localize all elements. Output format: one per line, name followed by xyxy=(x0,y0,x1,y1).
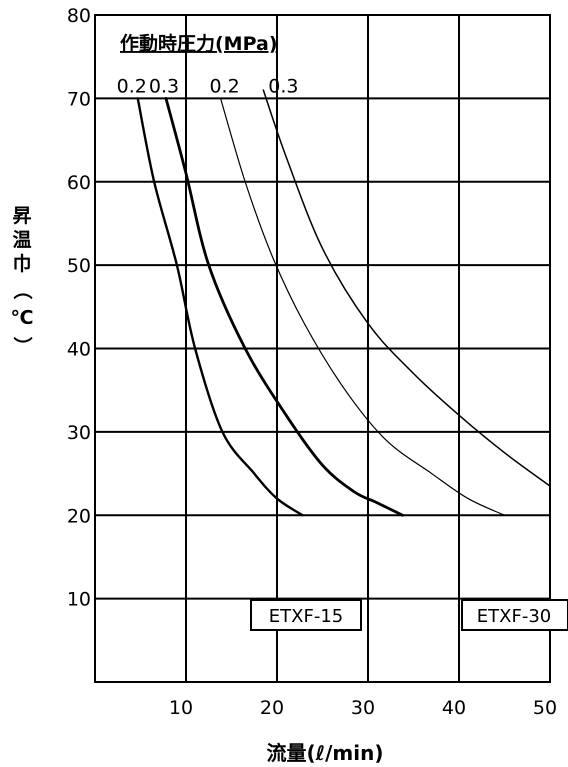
x-tick-label: 20 xyxy=(260,697,284,719)
y-tick-label: 40 xyxy=(67,339,91,361)
y-axis-label-char: 昇 xyxy=(12,205,31,227)
y-tick-label: 80 xyxy=(67,5,91,27)
x-tick-label: 40 xyxy=(442,697,466,719)
x-tick-label: 10 xyxy=(169,697,193,719)
x-tick-label: 50 xyxy=(533,697,557,719)
y-tick-label: 60 xyxy=(67,172,91,194)
y-tick-label: 20 xyxy=(67,505,91,527)
annotation-etxf30-label: ETXF-30 xyxy=(477,606,551,627)
series-group xyxy=(136,89,551,517)
y-tick-label: 50 xyxy=(67,255,91,277)
y-tick-label: 70 xyxy=(67,88,91,110)
x-tick-label: 30 xyxy=(351,697,375,719)
grid xyxy=(94,14,551,683)
series-line xyxy=(219,97,506,516)
series-line xyxy=(164,96,404,517)
y-axis-label-char: 巾 xyxy=(12,252,31,275)
pressure-header: 作動時圧力(MPa) xyxy=(120,32,278,55)
y-axis-label-char: 温 xyxy=(12,229,31,251)
y-axis-label-char: （ xyxy=(11,280,34,299)
annotation-etxf15-label: ETXF-15 xyxy=(269,606,343,627)
y-axis-label: 昇 温 巾 （ ℃ ） xyxy=(10,205,34,356)
annotation-etxf15: ETXF-15 xyxy=(250,599,362,631)
series-pressure-label: 0.2 xyxy=(117,75,147,97)
series-pressure-label: 0.3 xyxy=(149,75,179,97)
x-axis-label: 流量(ℓ/min) xyxy=(267,741,384,765)
series-line xyxy=(262,89,551,487)
y-axis-label-char: ） xyxy=(11,336,34,355)
y-tick-label: 30 xyxy=(67,422,91,444)
y-tick-label: 10 xyxy=(67,589,91,611)
plot-frame xyxy=(94,14,551,683)
series-pressure-label: 0.2 xyxy=(209,75,239,97)
annotation-etxf30: ETXF-30 xyxy=(461,599,568,631)
y-axis-label-char: ℃ xyxy=(10,307,33,329)
series-pressure-label: 0.3 xyxy=(268,75,298,97)
labels-group: 作動時圧力(MPa) ETXF-15 ETXF-30 流量(ℓ/min) 昇 温… xyxy=(10,5,568,765)
series-line xyxy=(136,97,304,517)
